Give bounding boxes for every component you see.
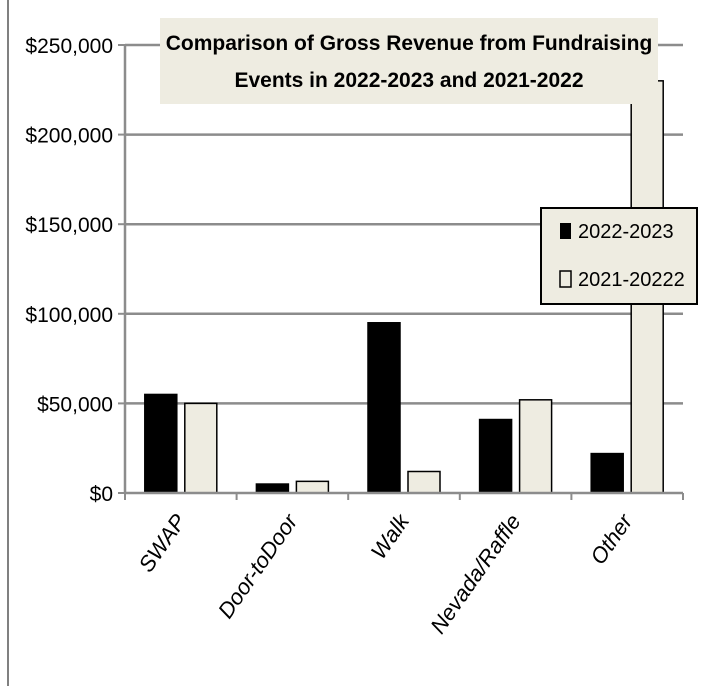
- bar-other-2022-2023: [590, 452, 624, 494]
- x-category-label: Walk: [366, 509, 415, 564]
- x-category-labels: SWAP Door-toDoor Walk Nevada/Raffle Other: [133, 508, 638, 638]
- bar-door-todoor-2021-20222: [295, 480, 330, 494]
- bar-door-todoor-2022-2023: [255, 483, 290, 494]
- y-tick-label: $50,000: [37, 393, 113, 416]
- title-line-1: Comparison of Gross Revenue from Fundrai…: [166, 32, 653, 55]
- legend-label-2022-2023: 2022-2023: [578, 221, 674, 243]
- y-tick-label: $150,000: [25, 214, 113, 237]
- x-category-label: Other: [585, 508, 638, 569]
- y-tick-label: $100,000: [25, 304, 113, 327]
- bar-walk-2022-2023: [367, 322, 401, 494]
- bar-swap-2022-2023: [144, 393, 178, 494]
- chart-title: Comparison of Gross Revenue from Fundrai…: [160, 18, 658, 104]
- y-tick-label: $250,000: [25, 35, 113, 58]
- axes: [118, 44, 684, 500]
- y-tick-labels: $0 $50,000 $100,000 $150,000 $200,000 $250,00…: [25, 35, 113, 506]
- title-background: [160, 18, 658, 104]
- bar-nevada-raffle-2021-20222: [518, 399, 553, 494]
- legend-swatch-2021-20222: [559, 270, 572, 288]
- title-line-2: Events in 2022-2023 and 2021-2022: [234, 69, 583, 92]
- x-category-label: SWAP: [133, 509, 191, 576]
- x-category-label: Nevada/Raffle: [425, 510, 525, 639]
- bar-nevada-raffle-2022-2023: [478, 418, 513, 494]
- bar-walk-2021-20222: [407, 470, 441, 494]
- x-category-label: Door-toDoor: [213, 508, 304, 623]
- y-tick-label: $200,000: [25, 125, 113, 148]
- bar-swap-2021-20222: [184, 402, 218, 494]
- legend-label-2021-20222: 2021-20222: [578, 269, 685, 291]
- legend: 2022-2023 2021-20222: [540, 207, 698, 305]
- y-tick-label: $0: [90, 483, 113, 506]
- legend-swatch-2022-2023: [560, 223, 571, 239]
